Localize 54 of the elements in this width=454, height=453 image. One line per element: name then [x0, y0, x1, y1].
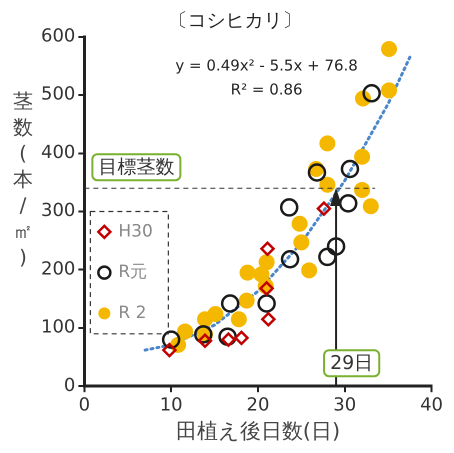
- point: [258, 254, 275, 270]
- point: [280, 250, 300, 268]
- point: [381, 82, 398, 98]
- x-tick-label: 30: [333, 394, 356, 416]
- x-tick-label: 10: [160, 394, 183, 416]
- annotation: R² = 0.86: [230, 80, 303, 99]
- point: [338, 194, 358, 213]
- point: [319, 135, 336, 152]
- point: [220, 294, 240, 313]
- point: [292, 216, 308, 232]
- point: [319, 176, 336, 193]
- ref-line-label: 29日: [330, 352, 374, 374]
- point: [261, 312, 276, 326]
- point: [260, 242, 275, 256]
- point: [177, 323, 194, 340]
- annotation: y = 0.49x² - 5.5x + 76.8: [175, 56, 358, 75]
- y-tick-label: 200: [40, 258, 76, 280]
- point: [230, 311, 247, 328]
- y-tick-label: 300: [40, 200, 76, 222]
- point: [257, 294, 276, 313]
- ref-line-label: 目標茎数: [98, 156, 174, 178]
- legend-label: R元: [118, 262, 148, 282]
- point: [259, 281, 274, 296]
- x-tick-label: 40: [420, 394, 443, 416]
- legend-label: R 2: [118, 302, 146, 323]
- point: [381, 41, 398, 58]
- y-tick-label: 0: [64, 374, 76, 396]
- y-tick-label: 500: [40, 84, 76, 105]
- point: [293, 234, 310, 250]
- point: [162, 342, 177, 358]
- point: [316, 201, 332, 216]
- point: [234, 330, 249, 346]
- legend-label: H30: [118, 221, 153, 242]
- point: [280, 198, 298, 217]
- point: [308, 163, 326, 182]
- point: [362, 84, 381, 103]
- chart-title: 〔コシヒカリ〕: [168, 9, 302, 32]
- y-tick-label: 100: [40, 316, 76, 338]
- point: [340, 160, 360, 178]
- y-axis-title: 茎数(本/㎡): [13, 88, 33, 270]
- x-tick-label: 0: [78, 394, 90, 416]
- y-tick-label: 600: [40, 25, 76, 46]
- point: [326, 237, 346, 256]
- point: [238, 292, 255, 309]
- point: [362, 198, 379, 214]
- y-tick-label: 400: [40, 142, 76, 163]
- point: [354, 182, 370, 198]
- point: [240, 264, 256, 281]
- x-axis-title: 田植え後日数(日): [176, 418, 340, 443]
- point: [301, 262, 318, 278]
- point: [354, 148, 370, 165]
- x-tick-label: 20: [246, 394, 270, 416]
- point: [318, 248, 337, 266]
- point: [207, 306, 224, 322]
